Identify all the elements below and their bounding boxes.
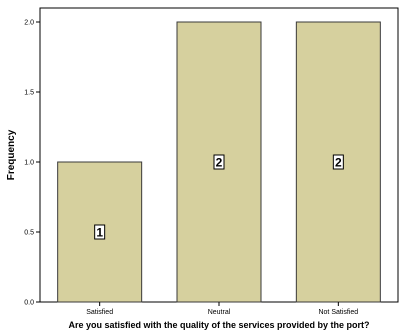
x-tick-label: Neutral — [208, 309, 231, 316]
x-axis-title: Are you satisfied with the quality of th… — [68, 320, 369, 330]
y-tick-label: 1.0 — [24, 160, 34, 167]
data-label: 1 — [96, 226, 103, 240]
x-tick-label: Satisfied — [86, 309, 113, 316]
y-axis-ticks: 0.0 0.5 1.0 1.5 2.0 — [24, 20, 40, 307]
x-axis-ticks: Satisfied Neutral Not Satisfied — [86, 302, 358, 316]
y-tick-label: 2.0 — [24, 20, 34, 27]
data-label: 2 — [216, 156, 223, 170]
y-axis-title: Frequency — [6, 129, 17, 180]
y-tick-label: 0.5 — [24, 230, 34, 237]
bars-group: 1 2 2 — [57, 21, 381, 303]
data-label-box — [213, 154, 225, 170]
data-label: 2 — [335, 156, 342, 170]
y-tick-label: 1.5 — [24, 90, 34, 97]
x-tick-label: Not Satisfied — [318, 309, 358, 316]
data-label-box — [332, 154, 344, 170]
data-label-box — [94, 224, 106, 240]
y-tick-label: 0.0 — [24, 300, 34, 307]
